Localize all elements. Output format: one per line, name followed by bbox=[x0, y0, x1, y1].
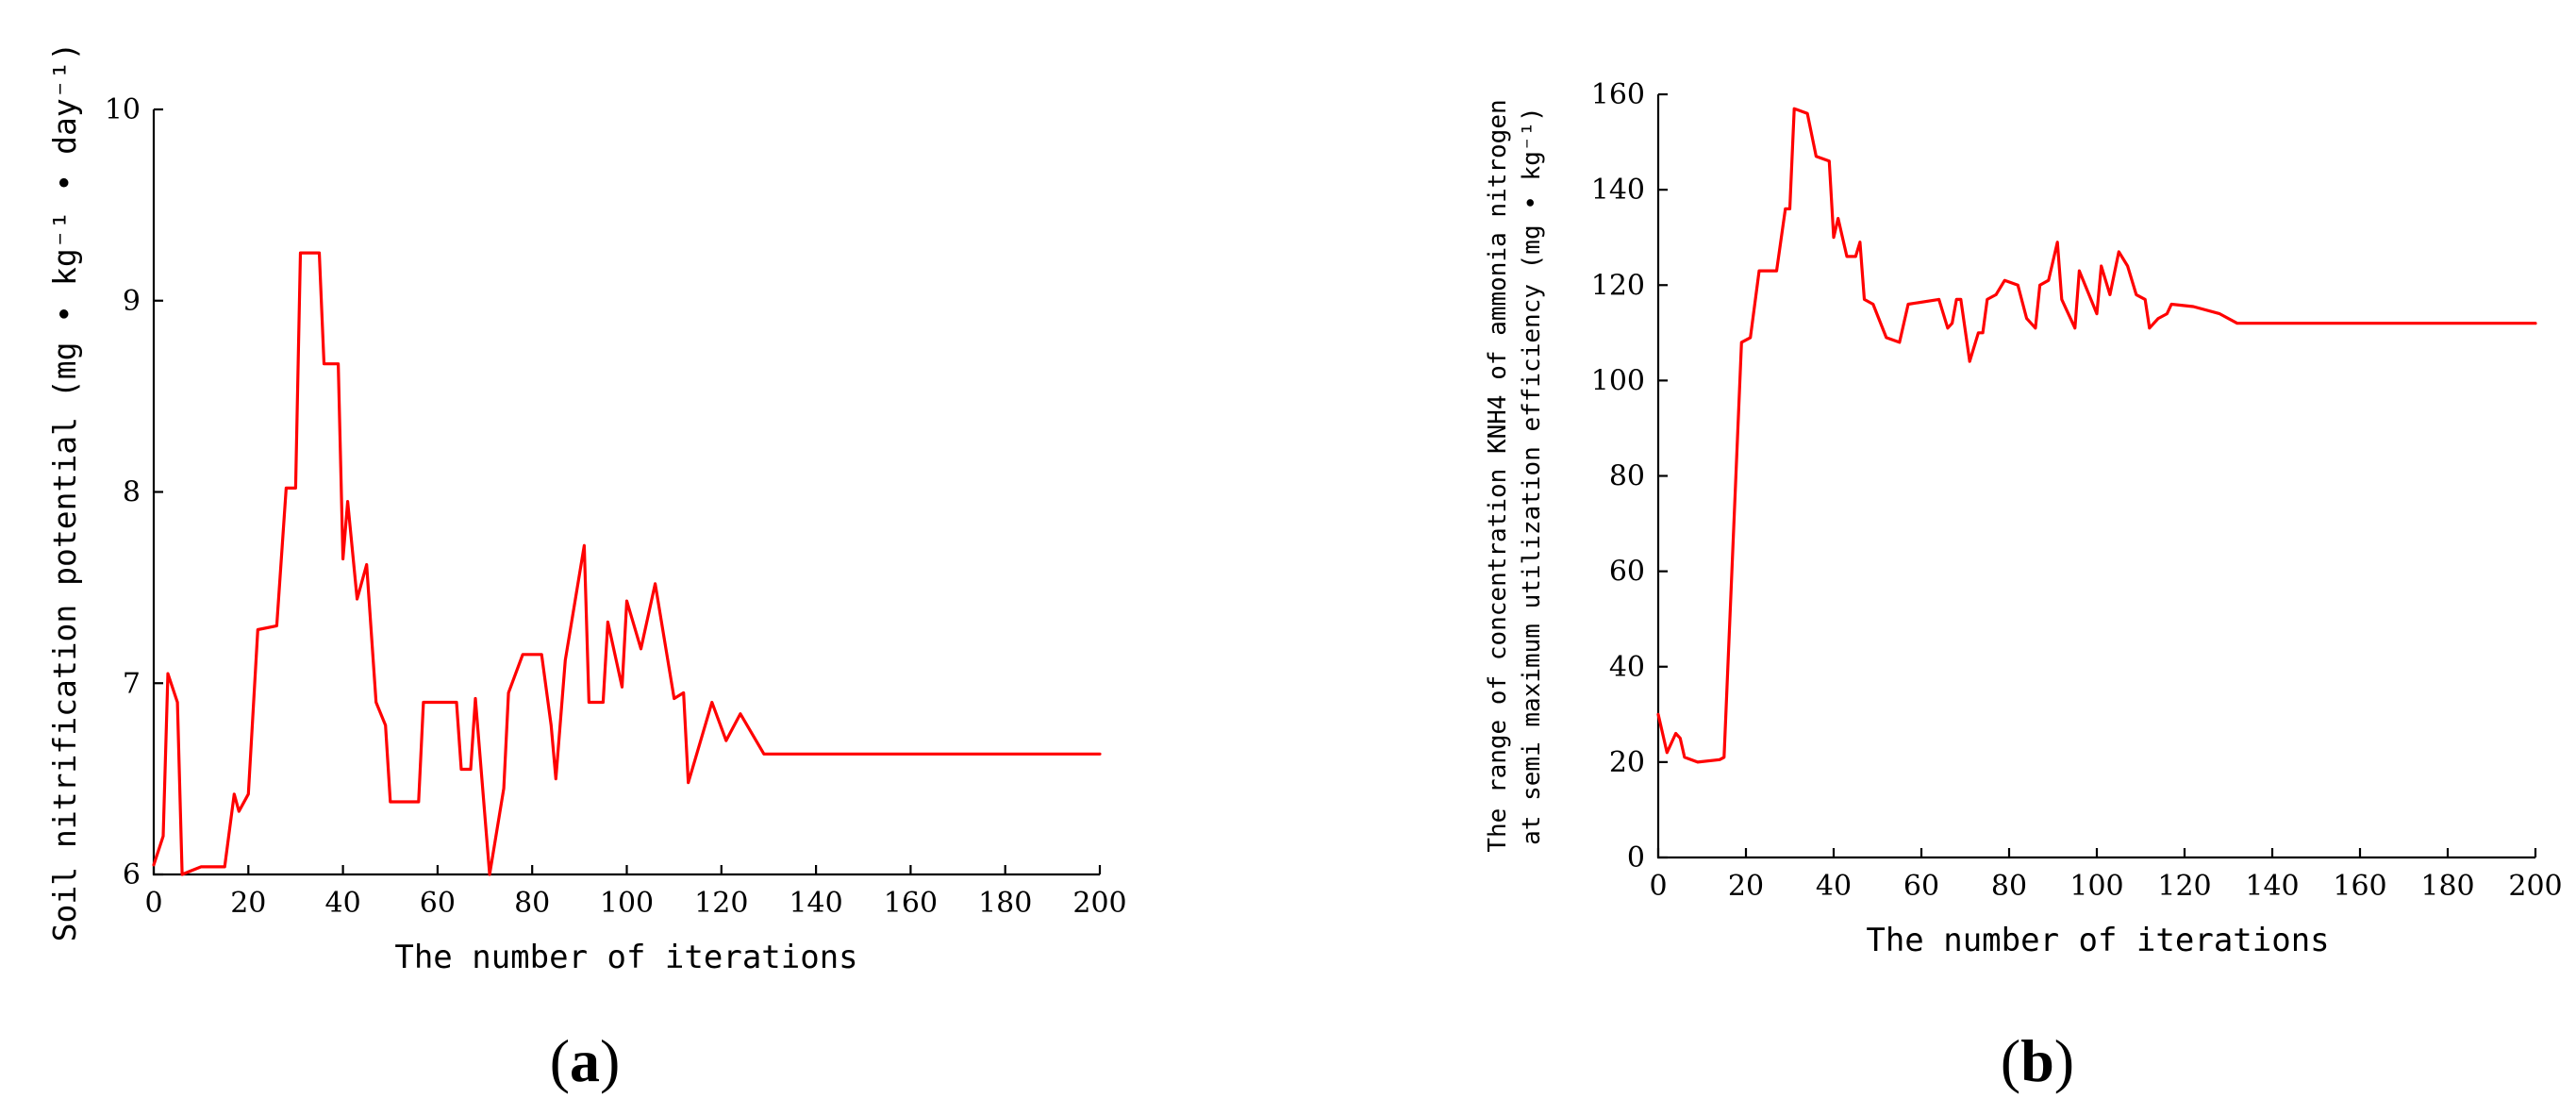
x-tick-label: 160 bbox=[2333, 870, 2386, 903]
chart-panel-b: 0 20 40 60 80 100 120 140 160 180 200 0 20 40 60 80 100 1… bbox=[1484, 78, 2563, 1094]
series-line bbox=[152, 251, 1102, 876]
x-tick-label: 60 bbox=[420, 887, 456, 920]
x-tick-label: 60 bbox=[1903, 870, 1939, 903]
x-tick-label: 100 bbox=[600, 887, 654, 920]
panel-label-letter: a bbox=[570, 1027, 600, 1094]
y-tick-label: 160 bbox=[1591, 78, 1645, 111]
x-tick-label: 200 bbox=[2508, 870, 2562, 903]
chart-panel-a: 0 20 40 60 80 100 120 140 160 180 200 6 7 8 9 10 The num… bbox=[46, 42, 1127, 1094]
y-tick-label: 20 bbox=[1609, 746, 1645, 779]
y-tick-label: 7 bbox=[123, 667, 141, 700]
x-axis-title: The number of iterations bbox=[1866, 922, 2329, 959]
y-tick-label: 80 bbox=[1609, 460, 1645, 493]
x-tick-label: 160 bbox=[884, 887, 938, 920]
y-tick-label: 120 bbox=[1591, 269, 1645, 302]
y-tick-label: 10 bbox=[105, 93, 141, 126]
panel-label: (b) bbox=[2001, 1027, 2074, 1094]
x-tick-label: 20 bbox=[1728, 870, 1764, 903]
y-tick-label: 100 bbox=[1591, 364, 1645, 397]
y-tick-label: 8 bbox=[123, 476, 141, 509]
panel-label-open: ( bbox=[2001, 1027, 2020, 1094]
x-tick-label: 100 bbox=[2069, 870, 2123, 903]
y-axis-title: at semi maximum utilization efficiency (… bbox=[1518, 107, 1546, 845]
x-tick-label: 200 bbox=[1072, 887, 1126, 920]
x-tick-label: 120 bbox=[694, 887, 748, 920]
y-axis-title: Soil nitrification potential (mg • kg⁻¹ … bbox=[46, 42, 83, 942]
y-tick-label: 9 bbox=[123, 285, 141, 318]
x-tick-label: 80 bbox=[514, 887, 550, 920]
x-tick-label: 0 bbox=[144, 887, 162, 920]
y-tick-label: 40 bbox=[1609, 651, 1645, 684]
x-tick-label: 20 bbox=[230, 887, 266, 920]
y-tick-label: 140 bbox=[1591, 174, 1645, 207]
panel-label-close: ) bbox=[2054, 1027, 2074, 1094]
x-tick-label: 180 bbox=[2420, 870, 2474, 903]
x-tick-label: 40 bbox=[1816, 870, 1852, 903]
panel-label: (a) bbox=[550, 1027, 621, 1094]
axis-lines bbox=[152, 109, 1100, 876]
panel-label-letter: b bbox=[2020, 1027, 2054, 1094]
panel-label-open: ( bbox=[550, 1027, 570, 1094]
series-line bbox=[1656, 107, 2537, 764]
y-axis-title: The range of concentration KNH4 of ammon… bbox=[1484, 99, 1512, 852]
y-tick-label: 6 bbox=[123, 858, 141, 891]
panel-label-close: ) bbox=[600, 1027, 620, 1094]
y-tick-label: 0 bbox=[1627, 841, 1645, 874]
x-tick-label: 40 bbox=[325, 887, 361, 920]
x-tick-label: 140 bbox=[789, 887, 842, 920]
x-tick-label: 140 bbox=[2245, 870, 2299, 903]
x-tick-label: 80 bbox=[1991, 870, 2027, 903]
y-tick-label: 60 bbox=[1609, 556, 1645, 589]
x-tick-label: 120 bbox=[2157, 870, 2211, 903]
x-tick-label: 180 bbox=[978, 887, 1032, 920]
x-tick-label: 0 bbox=[1649, 870, 1667, 903]
x-axis-title: The number of iterations bbox=[394, 939, 857, 976]
